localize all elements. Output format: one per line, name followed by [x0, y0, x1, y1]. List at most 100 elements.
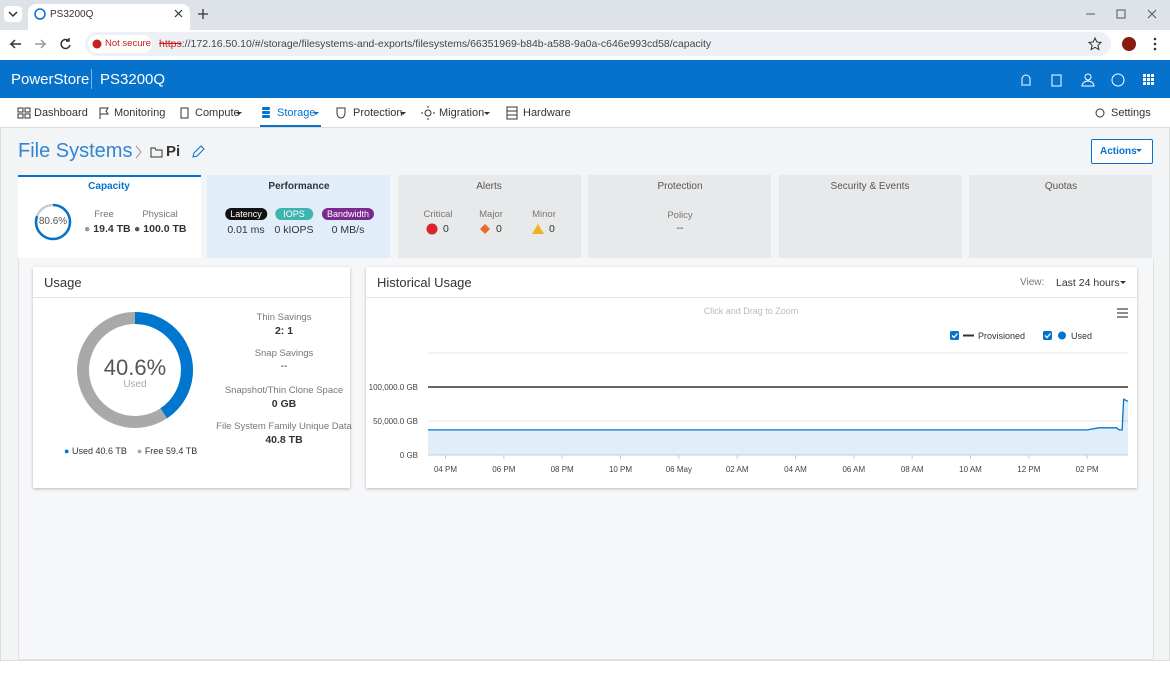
dot: ● [84, 223, 91, 235]
new-tab[interactable] [198, 9, 208, 19]
view-label: View: [1020, 277, 1045, 288]
edit[interactable] [192, 145, 205, 158]
profile-avatar[interactable] [1122, 37, 1136, 51]
legend-value: 59.4 TB [165, 446, 198, 456]
capacity-tab[interactable] [18, 175, 201, 258]
folder [150, 147, 163, 158]
x-tick-label: 06 AM [842, 465, 865, 474]
url[interactable]: https://172.16.50.10/#/storage/filesyste… [159, 38, 711, 50]
security-chip[interactable] [88, 35, 152, 53]
tab-menu[interactable] [4, 6, 22, 22]
reload[interactable] [60, 38, 71, 50]
icon [336, 107, 346, 119]
legend-checkbox[interactable] [950, 331, 959, 340]
apps[interactable] [1143, 74, 1154, 85]
stat-value: 2: 1 [274, 325, 294, 337]
browser-tab[interactable] [28, 4, 190, 30]
x-tick-label: 06 PM [492, 465, 515, 474]
browser-menu[interactable] [1153, 37, 1157, 51]
actions-button[interactable] [1091, 139, 1153, 164]
perf-value: 0.01 ms [227, 224, 265, 236]
jobs[interactable] [1051, 74, 1062, 87]
nav-item[interactable]: Dashboard [34, 107, 88, 119]
history-chart[interactable]: Click and Drag to Zoom 0 GB 50,000.0 GB 10… [366, 267, 1137, 488]
icon [24, 107, 31, 113]
nav-item[interactable]: Hardware [523, 107, 571, 119]
forward[interactable] [35, 39, 47, 49]
stat-value: 100.0 TB [143, 223, 187, 235]
favicon [34, 8, 46, 20]
x-tick-label: 12 PM [1017, 465, 1040, 474]
y-tick-label: 0 GB [400, 451, 418, 460]
card-divider [366, 297, 1137, 298]
y-tick-label: 100,000.0 GB [369, 383, 418, 392]
caret [236, 112, 242, 115]
icon [180, 107, 189, 119]
alert-count: 0 [549, 223, 555, 235]
card-title: Usage [44, 275, 82, 290]
tab-title: Alerts [476, 181, 502, 192]
alerts-tab[interactable] [398, 175, 581, 258]
url-path: ://172.16.50.10/#/storage/filesystems-an… [181, 38, 712, 50]
icon [262, 107, 270, 110]
icon [424, 109, 432, 117]
bookmark-star[interactable] [1087, 36, 1103, 51]
alert-count: 0 [496, 223, 502, 235]
legend-value: 40.6 TB [95, 446, 127, 456]
view-select[interactable]: Last 24 hours [1056, 277, 1120, 289]
alert-label: Major [479, 209, 503, 220]
check [951, 333, 958, 339]
x-tick-label: 10 AM [959, 465, 982, 474]
pill: IOPS [275, 208, 313, 220]
active-underline [260, 125, 321, 127]
stat-value: 40.8 TB [265, 434, 303, 446]
chart-menu[interactable] [1117, 308, 1128, 318]
card-divider [33, 297, 350, 298]
icon [1095, 108, 1105, 118]
divider [91, 69, 92, 89]
stat-value: -- [280, 361, 288, 372]
nav-item[interactable]: Migration [439, 107, 485, 119]
user-body [1081, 80, 1095, 87]
stat-label: Snap Savings [254, 348, 314, 359]
maximize[interactable] [1116, 9, 1126, 19]
system-name: PS3200Q [100, 71, 166, 88]
x-tick-label: 04 PM [434, 465, 457, 474]
icon [262, 115, 270, 118]
settings[interactable]: Settings [1111, 107, 1151, 119]
caret [484, 112, 490, 115]
nav-item[interactable]: Monitoring [114, 107, 166, 119]
omnibox[interactable] [85, 32, 1111, 56]
quotas-tab[interactable] [969, 175, 1152, 258]
close-tab[interactable] [174, 9, 183, 18]
nav-item[interactable]: Compute [195, 107, 240, 119]
capacity-ring [34, 203, 72, 241]
help[interactable] [1111, 73, 1125, 87]
security-tab[interactable] [779, 175, 962, 258]
icon [24, 113, 31, 119]
usage-donut [77, 312, 193, 428]
nav-item-active[interactable]: Storage [277, 107, 316, 119]
page-title[interactable]: File Systems [18, 140, 133, 162]
bell[interactable] [1021, 74, 1031, 86]
close-window[interactable] [1147, 9, 1157, 19]
legend-checkbox[interactable] [1043, 331, 1052, 340]
stat-label: Free [94, 209, 114, 220]
tab-title: Quotas [1044, 181, 1078, 192]
x-tick-label: 10 PM [609, 465, 632, 474]
protection-tab[interactable] [588, 175, 771, 258]
major-icon [480, 224, 490, 234]
user[interactable] [1084, 73, 1092, 81]
icon [262, 111, 270, 114]
ring-label: 80.6% [38, 216, 68, 227]
stat-label: Physical [142, 209, 178, 220]
breadcrumb-icons [135, 145, 205, 159]
back[interactable] [9, 39, 21, 49]
series-line [428, 398, 1129, 431]
nav-item[interactable]: Protection [353, 107, 403, 119]
brand[interactable]: PowerStore [11, 71, 90, 88]
x-tick-label: 06 May [666, 465, 692, 474]
tab-title: Performance [268, 181, 330, 192]
caret [1136, 149, 1142, 152]
